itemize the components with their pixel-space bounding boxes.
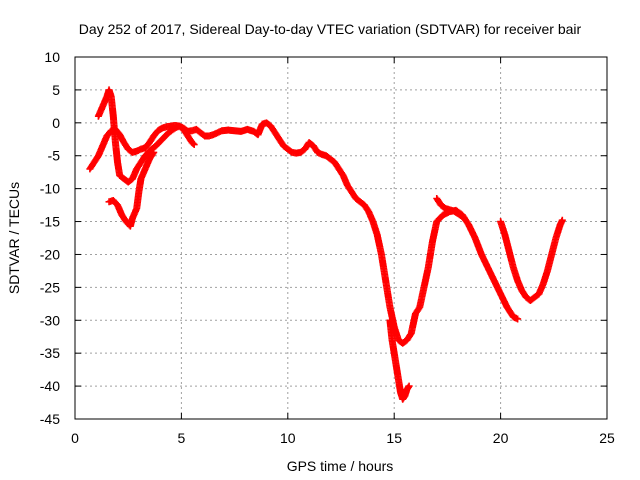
data-point-marker [405, 382, 413, 390]
grid-layer [75, 57, 607, 419]
chart-title: Day 252 of 2017, Sidereal Day-to-day VTE… [79, 21, 582, 37]
data-point-marker [459, 213, 467, 221]
tick-layer: 0 5 10 15 20 25 10 5 0 -5 -10 -15 -20 -25 -30 -35 -40 -45 [40, 49, 615, 446]
data-point-marker [460, 214, 468, 222]
x-axis-label: GPS time / hours [287, 458, 394, 474]
data-segment [94, 86, 198, 186]
data-segment [105, 148, 158, 230]
y-tick-label: -10 [40, 181, 60, 197]
data-segment [433, 195, 468, 222]
data-segment [386, 316, 413, 403]
x-tick-label: 10 [280, 430, 296, 446]
data-point-marker [190, 141, 198, 149]
y-tick-label: -5 [48, 148, 61, 164]
data-point-marker [514, 315, 522, 323]
y-tick-label: -15 [40, 214, 60, 230]
y-tick-label: -40 [40, 378, 60, 394]
x-tick-label: 0 [71, 430, 79, 446]
x-tick-label: 20 [493, 430, 509, 446]
x-tick-label: 5 [178, 430, 186, 446]
y-tick-label: -45 [40, 411, 60, 427]
data-point-marker [189, 140, 197, 148]
y-tick-label: -25 [40, 279, 60, 295]
y-tick-label: -35 [40, 345, 60, 361]
y-tick-label: -30 [40, 312, 60, 328]
plot-frame [74, 56, 608, 420]
data-layer [86, 86, 566, 403]
y-tick-label: 5 [52, 82, 60, 98]
data-series [86, 86, 566, 403]
data-point-marker [150, 148, 158, 156]
data-segment [86, 119, 522, 347]
y-axis-label: SDTVAR / TECUs [6, 182, 22, 294]
y-tick-label: 10 [44, 49, 60, 65]
x-tick-label: 15 [386, 430, 402, 446]
y-tick-label: 0 [52, 115, 60, 131]
data-point-marker [558, 216, 566, 224]
y-tick-label: -20 [40, 246, 60, 262]
x-tick-label: 25 [599, 430, 615, 446]
data-segment [497, 216, 566, 305]
data-point-marker [149, 150, 157, 158]
